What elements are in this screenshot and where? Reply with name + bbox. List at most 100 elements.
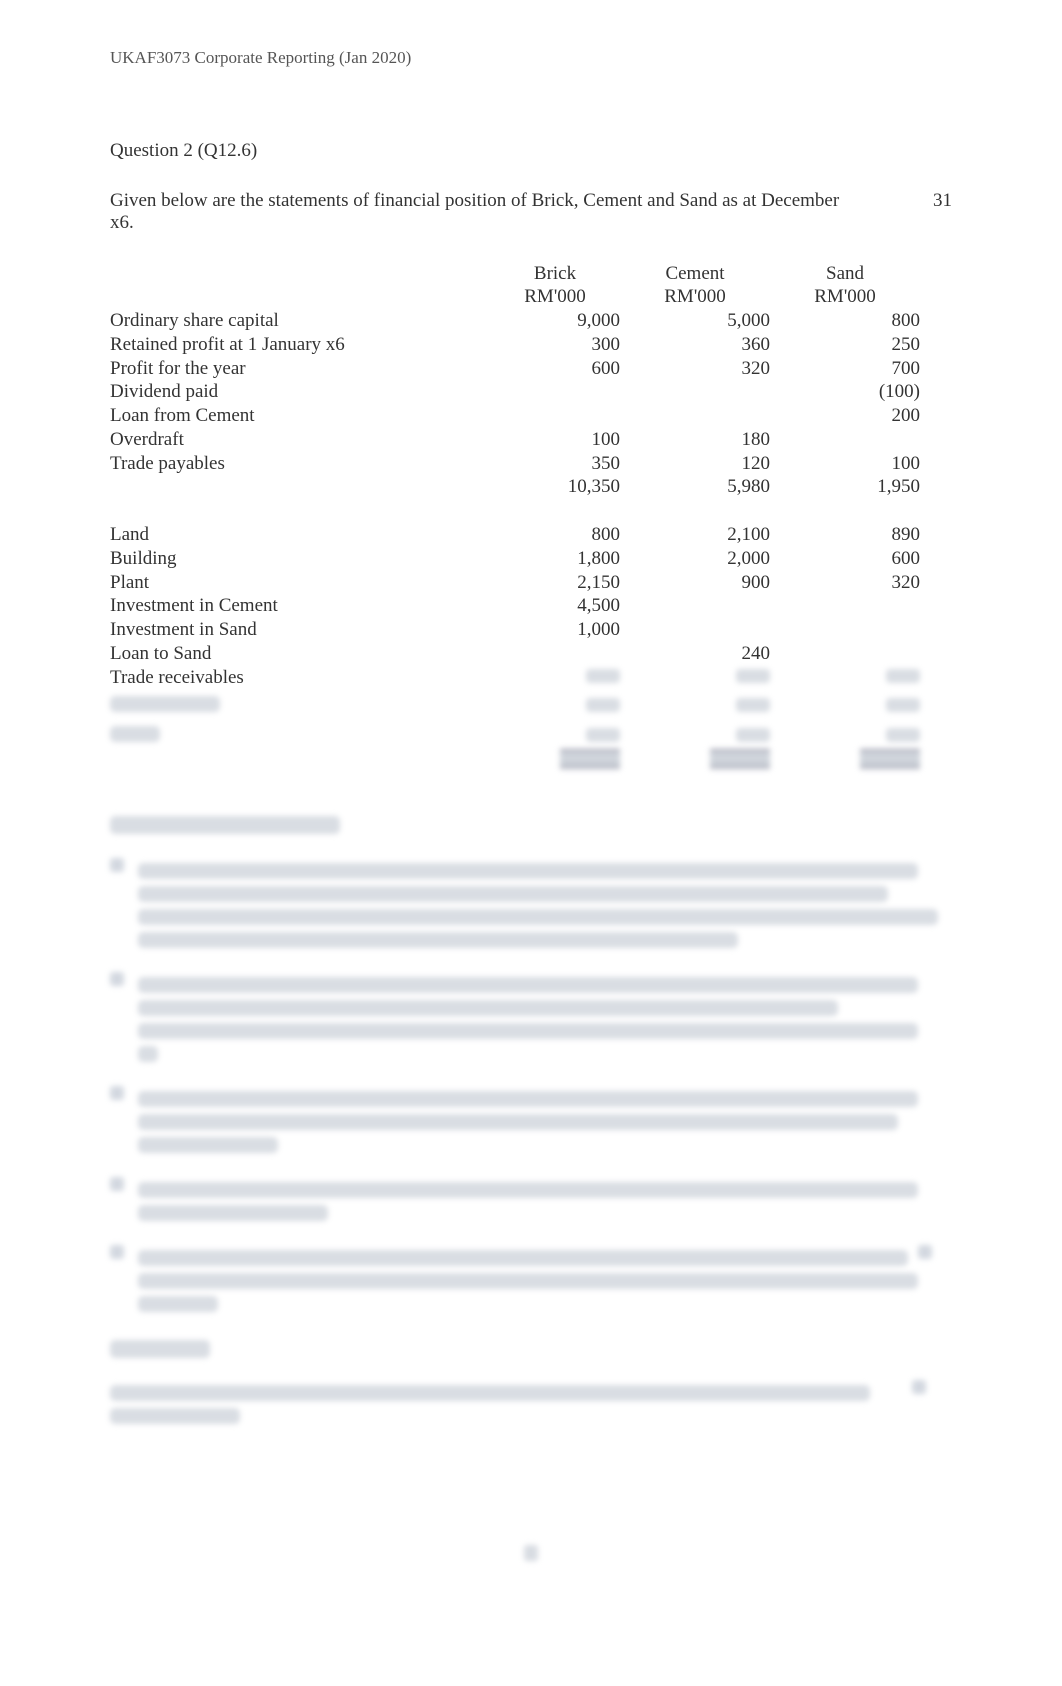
row-cell: 2,000	[620, 547, 770, 571]
row-label: Retained profit at 1 January x6	[110, 333, 490, 357]
row-cell: 2,150	[490, 571, 620, 595]
row-cell: 1,800	[490, 547, 620, 571]
row-cell: 320	[770, 571, 920, 595]
notes-list-blurred	[110, 856, 952, 1312]
table-spacer	[110, 499, 920, 523]
financial-table: Brick Cement Sand RM'000 RM'000 RM'000 O…	[110, 262, 920, 776]
question-title: Question 2 (Q12.6)	[110, 140, 952, 162]
intro-row: Given below are the statements of financ…	[110, 190, 952, 234]
row-cell	[620, 666, 770, 690]
blur-text-line	[138, 977, 918, 993]
blur-text-line	[138, 909, 938, 925]
row-label: Investment in Cement	[110, 594, 490, 618]
table-row-blurred	[110, 719, 920, 749]
table-row: Loan from Cement200	[110, 404, 920, 428]
blur-text-line	[138, 1182, 918, 1198]
blur-text-line	[138, 863, 918, 879]
table-row: Overdraft100180	[110, 428, 920, 452]
intro-right-number: 31	[840, 190, 952, 234]
note-item-blurred	[110, 1084, 952, 1153]
table-row: Trade payables350120100	[110, 452, 920, 476]
note-item-blurred	[110, 1175, 952, 1221]
blur-text-line	[110, 1385, 870, 1401]
row-cell	[770, 618, 920, 642]
table-header-row: Brick Cement Sand	[110, 262, 920, 286]
col-header-cement: Cement	[620, 262, 770, 286]
table-row: Ordinary share capital9,0005,000800	[110, 309, 920, 333]
blur-text-line	[138, 1114, 898, 1130]
row-cell: 200	[770, 404, 920, 428]
page-number	[0, 1545, 1062, 1566]
note-item-blurred	[110, 970, 952, 1062]
blur-text-line	[138, 886, 888, 902]
table-row: Building1,8002,000600	[110, 547, 920, 571]
note-number-blur	[110, 1177, 124, 1191]
row-label: Profit for the year	[110, 357, 490, 381]
row-cell: 1,950	[770, 475, 920, 499]
table-row: Retained profit at 1 January x6300360250	[110, 333, 920, 357]
blur-text-line	[138, 1296, 218, 1312]
table-row: Dividend paid (100)	[110, 380, 920, 404]
table-top-body: Ordinary share capital9,0005,000800Retai…	[110, 309, 920, 499]
row-cell	[490, 380, 620, 404]
row-cell: 300	[490, 333, 620, 357]
table-row: Investment in Cement4,500	[110, 594, 920, 618]
blur-heading	[110, 816, 340, 834]
row-cell	[490, 642, 620, 666]
row-label: Trade payables	[110, 452, 490, 476]
blur-text-line	[138, 1046, 158, 1062]
row-cell	[770, 642, 920, 666]
row-cell: 9,000	[490, 309, 620, 333]
row-cell: 800	[490, 523, 620, 547]
blur-text-line	[138, 932, 738, 948]
table-row: Trade receivables	[110, 666, 920, 690]
table-row: Investment in Sand1,000	[110, 618, 920, 642]
col-unit: RM'000	[620, 285, 770, 309]
blur-right-number	[918, 1245, 932, 1259]
col-header-sand: Sand	[770, 262, 920, 286]
row-cell	[770, 666, 920, 690]
row-label: Overdraft	[110, 428, 490, 452]
col-unit: RM'000	[770, 285, 920, 309]
row-label: Land	[110, 523, 490, 547]
row-cell: 250	[770, 333, 920, 357]
note-number-blur	[110, 858, 124, 872]
page-number-blur	[524, 1545, 538, 1561]
table-bottom-body: Land8002,100890Building1,8002,000600Plan…	[110, 523, 920, 689]
row-cell	[620, 594, 770, 618]
row-label: Dividend paid	[110, 380, 490, 404]
row-cell: 5,980	[620, 475, 770, 499]
row-label: Building	[110, 547, 490, 571]
blur-text-line	[138, 1205, 328, 1221]
row-label: Plant	[110, 571, 490, 595]
row-label: Trade receivables	[110, 666, 490, 690]
intro-text: Given below are the statements of financ…	[110, 190, 840, 234]
row-cell: 5,000	[620, 309, 770, 333]
table-row: 10,3505,9801,950	[110, 475, 920, 499]
note-number-blur	[110, 1086, 124, 1100]
row-label	[110, 475, 490, 499]
blur-text-line	[138, 1250, 908, 1266]
row-cell: 4,500	[490, 594, 620, 618]
blur-text-line	[138, 1000, 838, 1016]
table-row-total-blurred	[110, 749, 920, 776]
row-cell	[490, 666, 620, 690]
blur-text-line	[110, 1408, 240, 1424]
required-heading-blurred	[110, 1340, 952, 1358]
row-cell: 100	[490, 428, 620, 452]
row-label: Investment in Sand	[110, 618, 490, 642]
row-cell: 600	[490, 357, 620, 381]
table-row: Land8002,100890	[110, 523, 920, 547]
row-cell	[770, 594, 920, 618]
col-unit: RM'000	[490, 285, 620, 309]
row-cell	[490, 404, 620, 428]
row-cell: 800	[770, 309, 920, 333]
course-header: UKAF3073 Corporate Reporting (Jan 2020)	[110, 48, 952, 68]
row-cell: (100)	[770, 380, 920, 404]
blur-text-line	[138, 1273, 918, 1289]
row-cell	[620, 380, 770, 404]
row-cell	[620, 404, 770, 428]
row-cell: 700	[770, 357, 920, 381]
blur-right-number	[912, 1380, 926, 1394]
row-cell: 890	[770, 523, 920, 547]
